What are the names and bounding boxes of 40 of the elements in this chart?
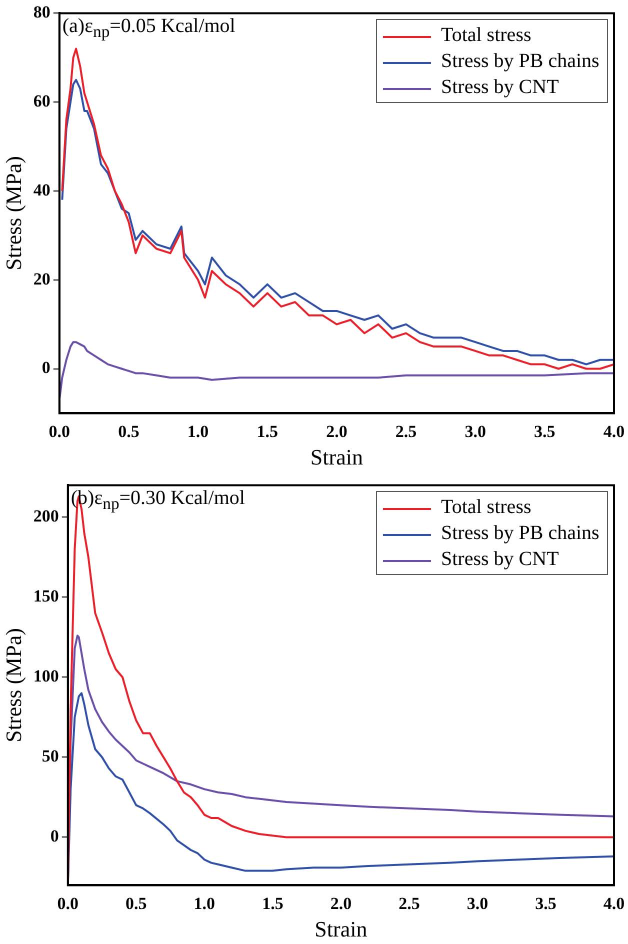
x-tick-label: 2.0 bbox=[326, 422, 348, 441]
x-tick-label: 3.0 bbox=[464, 422, 486, 441]
x-tick-label: 3.0 bbox=[466, 894, 488, 913]
y-axis-title: Stress (MPa) bbox=[0, 628, 26, 742]
x-tick-label: 3.5 bbox=[535, 894, 556, 913]
y-tick-label: 0 bbox=[42, 358, 50, 378]
legend-label: Stress by CNT bbox=[441, 76, 559, 98]
annotation: (a)ε$_{np}$=0.05 Kcal/mol bbox=[62, 15, 236, 42]
x-tick-label: 0.0 bbox=[48, 422, 70, 441]
x-tick-label: 1.0 bbox=[194, 894, 216, 913]
x-tick-label: 0.5 bbox=[126, 894, 147, 913]
y-tick-label: 0 bbox=[50, 826, 59, 846]
x-axis-title: Strain bbox=[310, 444, 363, 470]
x-tick-label: 2.5 bbox=[398, 894, 420, 913]
x-tick-label: 4.0 bbox=[603, 422, 625, 441]
legend-label: Total stress bbox=[441, 24, 532, 46]
x-axis-title: Strain bbox=[314, 916, 368, 942]
x-tick-label: 0.0 bbox=[57, 894, 79, 913]
x-tick-label: 2.5 bbox=[395, 422, 417, 441]
x-tick-label: 3.5 bbox=[534, 422, 556, 441]
x-tick-label: 1.5 bbox=[256, 422, 278, 441]
x-tick-label: 2.0 bbox=[330, 894, 352, 913]
x-tick-label: 1.0 bbox=[187, 422, 209, 441]
x-tick-label: 0.5 bbox=[118, 422, 140, 441]
x-tick-label: 1.5 bbox=[262, 894, 284, 913]
legend-label: Stress by PB chains bbox=[441, 50, 600, 72]
y-tick-label: 20 bbox=[33, 269, 50, 288]
x-tick-label: 4.0 bbox=[603, 894, 625, 913]
y-tick-label: 50 bbox=[42, 746, 59, 766]
y-tick-label: 60 bbox=[33, 91, 50, 110]
y-tick-label: 40 bbox=[33, 180, 50, 200]
y-tick-label: 200 bbox=[33, 506, 59, 526]
y-tick-label: 150 bbox=[33, 586, 59, 606]
y-tick-label: 100 bbox=[33, 666, 59, 686]
y-axis-title: Stress (MPa) bbox=[0, 156, 26, 270]
y-tick-label: 80 bbox=[33, 2, 50, 22]
legend-label: Stress by PB chains bbox=[441, 522, 600, 544]
annotation: (b)ε$_{np}$=0.30 Kcal/mol bbox=[70, 487, 245, 514]
legend-label: Total stress bbox=[441, 496, 532, 518]
legend-label: Stress by CNT bbox=[441, 548, 559, 570]
